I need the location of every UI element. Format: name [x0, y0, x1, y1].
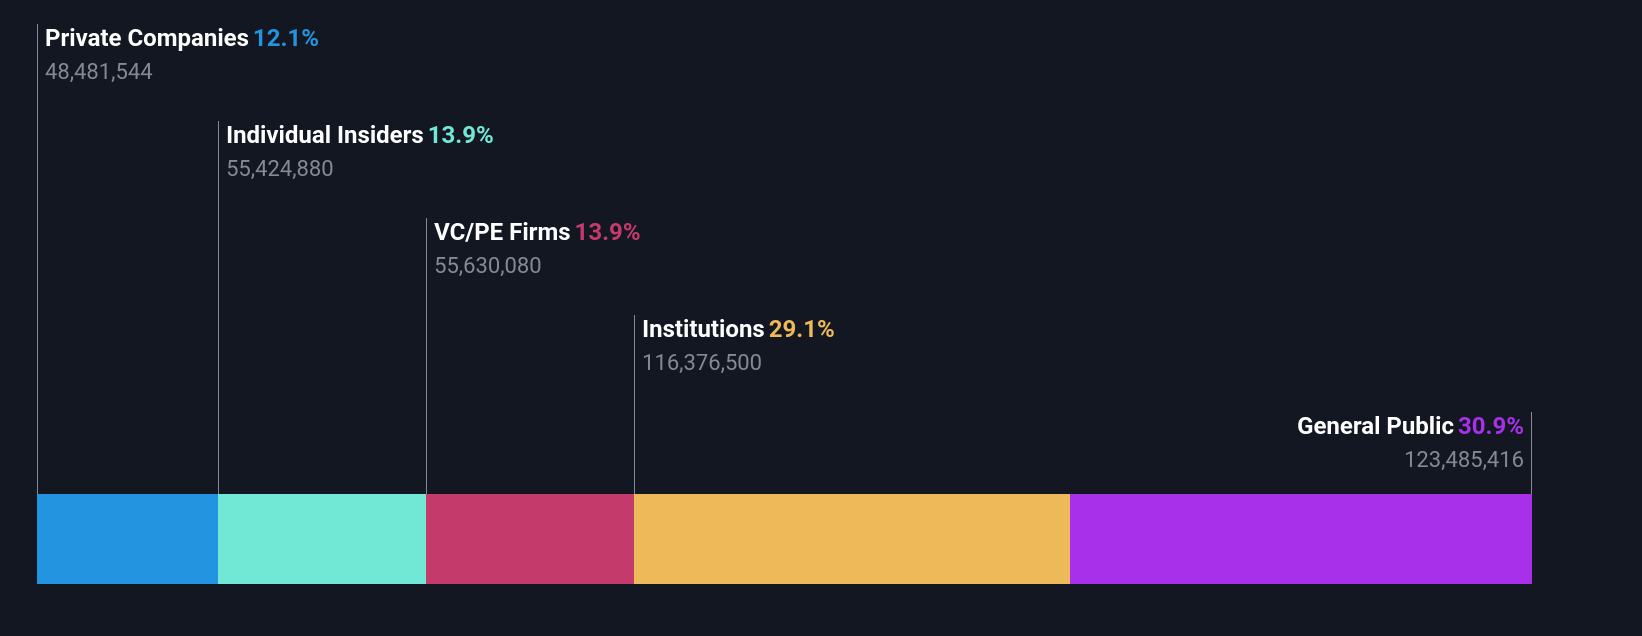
segment-name: Individual Insiders [226, 121, 424, 149]
bar-segment [634, 494, 1069, 584]
segment-percent: 29.1% [769, 315, 835, 343]
segment-label: General Public 30.9% 123,485,416 [1297, 412, 1524, 473]
segment-name: Institutions [642, 315, 765, 343]
bar-segment [37, 494, 218, 584]
segment-name: Private Companies [45, 24, 249, 52]
bar-segment [426, 494, 634, 584]
segment-count: 48,481,544 [45, 60, 319, 85]
connector-line [634, 315, 635, 494]
segment-label: Private Companies 12.1% 48,481,544 [45, 24, 319, 85]
segment-name: VC/PE Firms [434, 218, 571, 246]
segment-count: 116,376,500 [642, 351, 835, 376]
segment-percent: 30.9% [1458, 412, 1524, 440]
segment-percent: 13.9% [428, 121, 494, 149]
segment-name: General Public [1297, 412, 1454, 440]
segment-percent: 12.1% [253, 24, 319, 52]
stacked-bar [37, 494, 1532, 584]
segment-label: Individual Insiders 13.9% 55,424,880 [226, 121, 494, 182]
connector-line [37, 24, 38, 494]
segment-count: 123,485,416 [1297, 448, 1524, 473]
bar-segment [218, 494, 426, 584]
segment-label: Institutions 29.1% 116,376,500 [642, 315, 835, 376]
segment-label: VC/PE Firms 13.9% 55,630,080 [434, 218, 640, 279]
connector-line [1531, 412, 1532, 494]
segment-count: 55,424,880 [226, 157, 494, 182]
connector-line [218, 121, 219, 494]
bar-segment [1070, 494, 1532, 584]
segment-count: 55,630,080 [434, 254, 640, 279]
connector-line [426, 218, 427, 494]
segment-percent: 13.9% [575, 218, 641, 246]
ownership-chart: Private Companies 12.1% 48,481,544 Individ… [37, 24, 1532, 584]
